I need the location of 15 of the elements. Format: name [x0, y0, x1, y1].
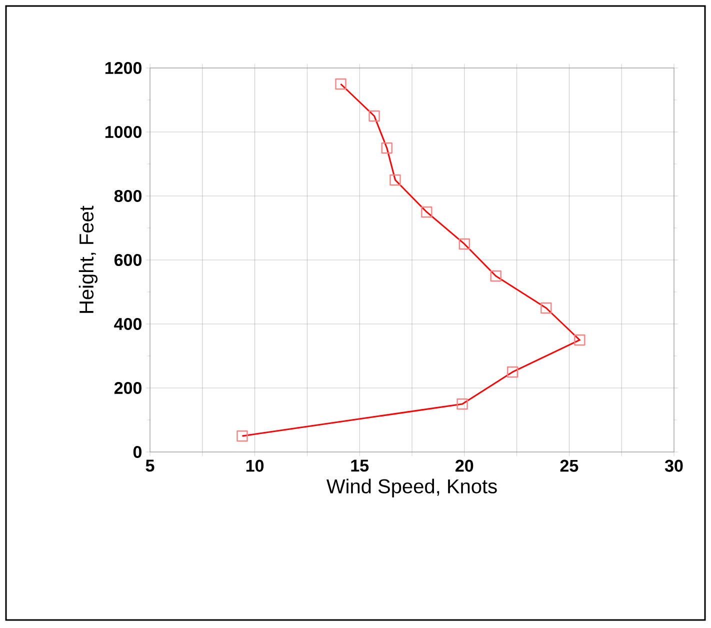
x-tick-label: 30: [664, 460, 683, 472]
y-tick-label: 400: [114, 318, 142, 330]
x-tick-label: 15: [351, 460, 369, 472]
x-tick-label: 25: [560, 460, 578, 472]
y-tick-label: 200: [114, 382, 142, 394]
y-axis-title: Height, Feet: [78, 206, 98, 313]
y-tick-label: 1200: [105, 62, 142, 74]
y-tick-label: 0: [133, 446, 142, 458]
x-tick-label: 10: [246, 460, 264, 472]
y-tick-label: 800: [114, 190, 142, 202]
x-tick-label: 20: [456, 460, 474, 472]
x-axis-title: Wind Speed, Knots: [326, 478, 497, 498]
y-tick-label: 600: [114, 254, 142, 266]
x-tick-label: 5: [146, 460, 154, 472]
y-tick-label: 1000: [105, 126, 142, 138]
